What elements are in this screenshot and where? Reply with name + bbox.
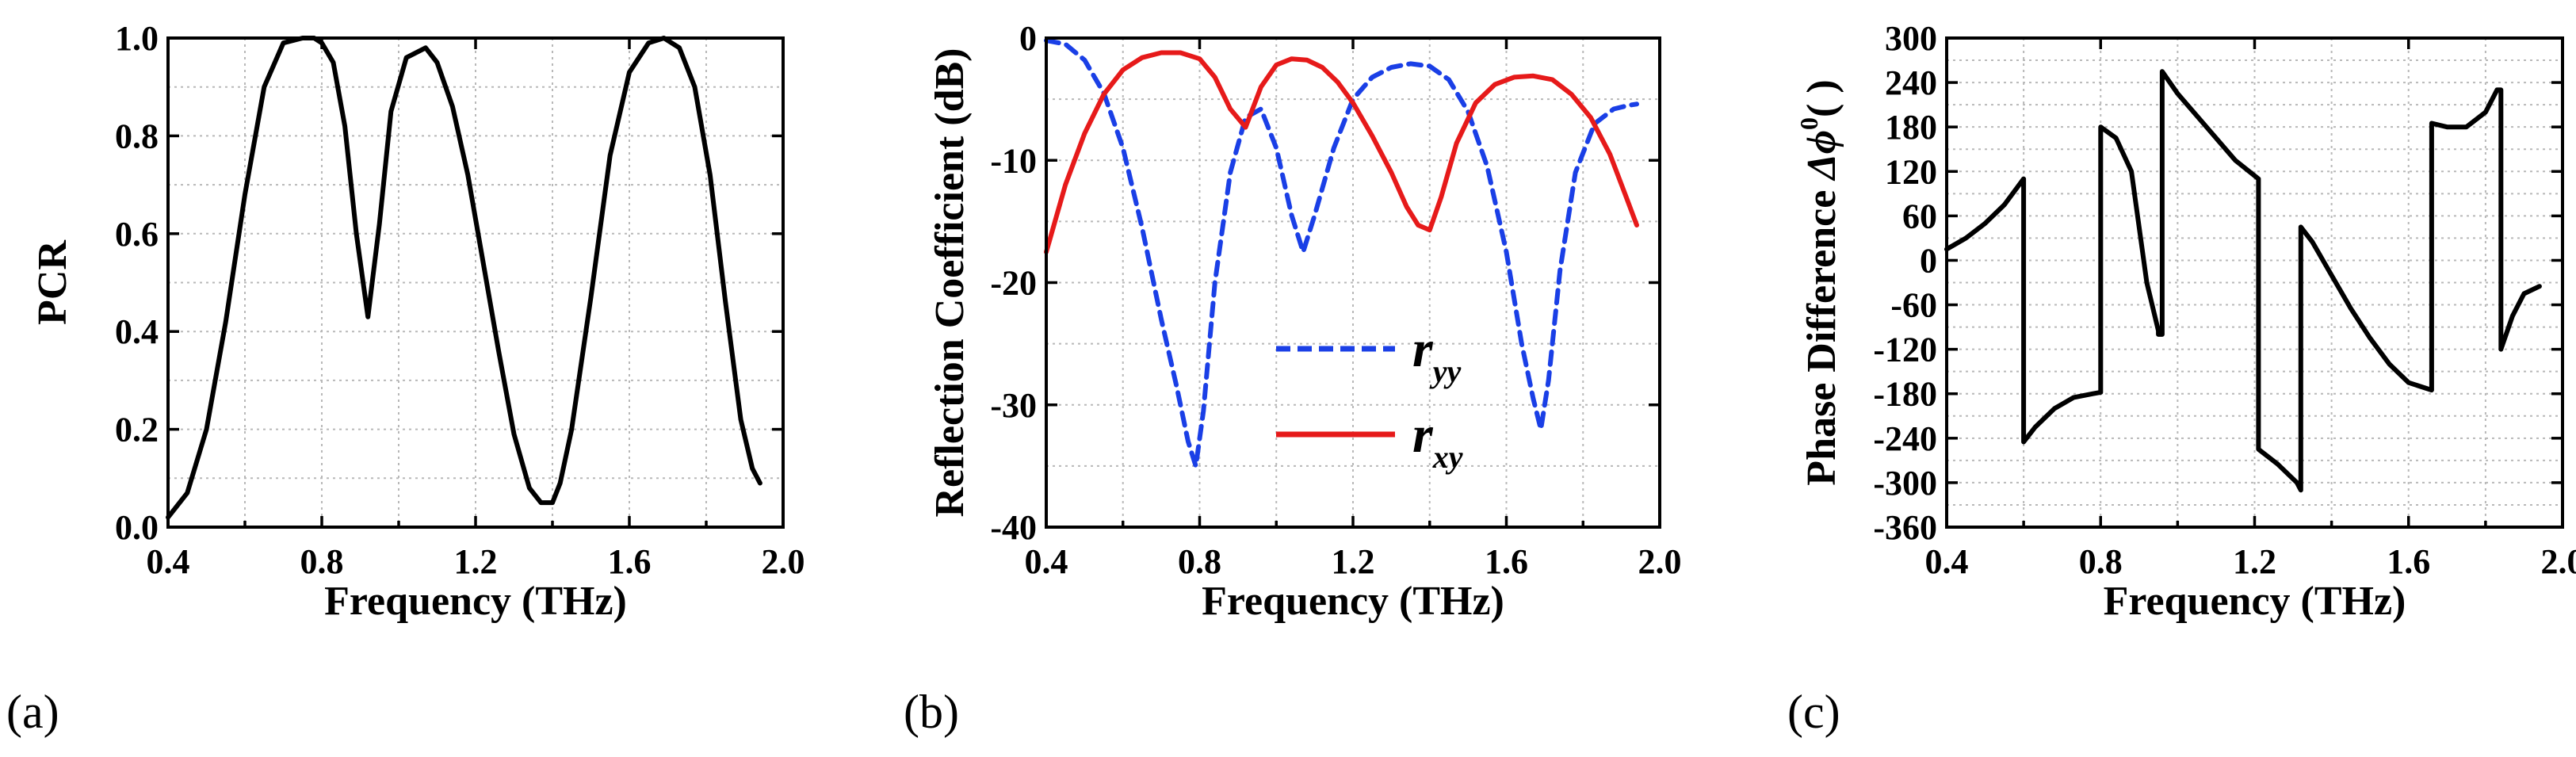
y-tick-label: -30	[990, 386, 1037, 425]
chart-panel-c: 0.4 0.8 1.2 1.6 2.0 300 240 180 120 60 0 -60 -120 -1…	[1787, 19, 2576, 738]
y-tick-label: -180	[1873, 375, 1937, 414]
x-tick-labels-c: 0.4 0.8 1.2 1.6 2.0	[1925, 542, 2576, 581]
series-group-b	[1044, 38, 1639, 468]
legend-sub-rxy: xy	[1432, 439, 1463, 475]
y-tick-label: 0.2	[115, 411, 159, 449]
y-axis-title-a: PCR	[30, 239, 75, 325]
y-tick-label: 0	[1019, 19, 1037, 58]
y-tick-labels-c: 300 240 180 120 60 0 -60 -120 -180 -240 -300 -360	[1873, 19, 1937, 547]
y-tick-label: -10	[990, 141, 1037, 180]
y-tick-label: -20	[990, 264, 1037, 303]
x-tick-label: 0.4	[1025, 542, 1068, 581]
x-tick-label: 2.0	[1638, 542, 1682, 581]
y-tick-label: 240	[1885, 63, 1937, 102]
x-axis-title-a: Frequency (THz)	[324, 579, 627, 624]
x-tick-label: 0.4	[147, 542, 190, 581]
y-tick-label: 0.8	[115, 117, 159, 155]
y-tick-labels-b: 0 -10 -20 -30 -40	[990, 19, 1037, 547]
legend-symbol-ryy: r	[1412, 320, 1434, 378]
legend-symbol-rxy: r	[1412, 406, 1434, 464]
plot-frame-a	[166, 36, 785, 529]
grid-c	[1947, 38, 2563, 527]
legend-label-rxy: rxy	[1412, 406, 1463, 475]
y-axis-title-c-text: Phase Difference	[1799, 180, 1844, 486]
series-group-c	[1944, 69, 2542, 493]
x-tick-label: 1.2	[454, 542, 498, 581]
series-line-r-yy	[1044, 38, 1639, 468]
y-axis-title-c-symbol: Δϕ	[1799, 130, 1844, 182]
x-tick-label: 0.8	[1178, 542, 1221, 581]
ticks-c	[1945, 36, 2564, 529]
x-tick-label: 1.2	[1332, 542, 1375, 581]
x-tick-label: 2.0	[2541, 542, 2576, 581]
chart-panel-a: 0.4 0.8 1.2 1.6 2.0 0.0 0.2 0.4 0.6 0.8 1.0 Frequ…	[6, 19, 805, 738]
series-line-r-xy	[1044, 50, 1639, 254]
chart-panel-b: 0.4 0.8 1.2 1.6 2.0 0 -10 -20 -30 -40 Frequency …	[904, 19, 1682, 738]
x-tick-label: 1.6	[1485, 542, 1528, 581]
x-tick-label: 0.8	[300, 542, 344, 581]
y-tick-label: 60	[1902, 197, 1937, 235]
y-axis-title-c: Phase Difference Δϕ0( )	[1794, 79, 1844, 485]
panel-label-c: (c)	[1787, 686, 1840, 738]
series-line-pcr	[166, 36, 762, 520]
x-axis-title-c: Frequency (THz)	[2104, 579, 2406, 624]
y-tick-label: -300	[1873, 464, 1937, 503]
x-tick-label: 1.6	[608, 542, 652, 581]
y-tick-label: -40	[990, 508, 1037, 547]
panel-label-b: (b)	[904, 686, 959, 738]
y-tick-label: 1.0	[115, 19, 159, 58]
plot-frame-c	[1945, 36, 2564, 529]
y-tick-label: -120	[1873, 331, 1937, 369]
y-tick-label: 180	[1885, 108, 1937, 147]
y-tick-labels-a: 0.0 0.2 0.4 0.6 0.8 1.0	[115, 19, 159, 547]
y-axis-title-c-sup: 0	[1794, 117, 1823, 130]
y-tick-label: 0.6	[115, 215, 159, 254]
plot-frame-b	[1045, 36, 1661, 529]
x-axis-title-b: Frequency (THz)	[1202, 579, 1504, 624]
legend-label-ryy: ryy	[1412, 320, 1461, 389]
y-tick-label: 120	[1885, 152, 1937, 191]
legend-b: ryy rxy	[1276, 320, 1463, 475]
x-tick-labels-b: 0.4 0.8 1.2 1.6 2.0	[1025, 542, 1682, 581]
x-tick-label: 1.2	[2233, 542, 2276, 581]
y-tick-label: 0.4	[115, 312, 159, 351]
y-tick-label: 0	[1920, 241, 1937, 280]
series-line-phase	[1944, 69, 2542, 493]
y-axis-title-c-unit: ( )	[1799, 79, 1844, 117]
y-tick-label: 300	[1885, 19, 1937, 58]
x-tick-label: 0.8	[2079, 542, 2123, 581]
y-tick-label: -360	[1873, 508, 1937, 547]
y-tick-label: 0.0	[115, 508, 159, 547]
x-tick-label: 1.6	[2387, 542, 2430, 581]
series-group-a	[166, 36, 762, 520]
x-tick-label: 2.0	[762, 542, 805, 581]
panel-label-a: (a)	[6, 686, 59, 738]
y-tick-label: -60	[1890, 286, 1937, 325]
grid-a	[168, 38, 783, 527]
x-tick-label: 0.4	[1925, 542, 1969, 581]
y-axis-title-b: Reflection Coefficient (dB)	[927, 48, 973, 517]
legend-sub-ryy: yy	[1430, 354, 1462, 389]
y-tick-label: -240	[1873, 419, 1937, 458]
grid-b	[1046, 38, 1660, 527]
x-tick-labels-a: 0.4 0.8 1.2 1.6 2.0	[147, 542, 805, 581]
